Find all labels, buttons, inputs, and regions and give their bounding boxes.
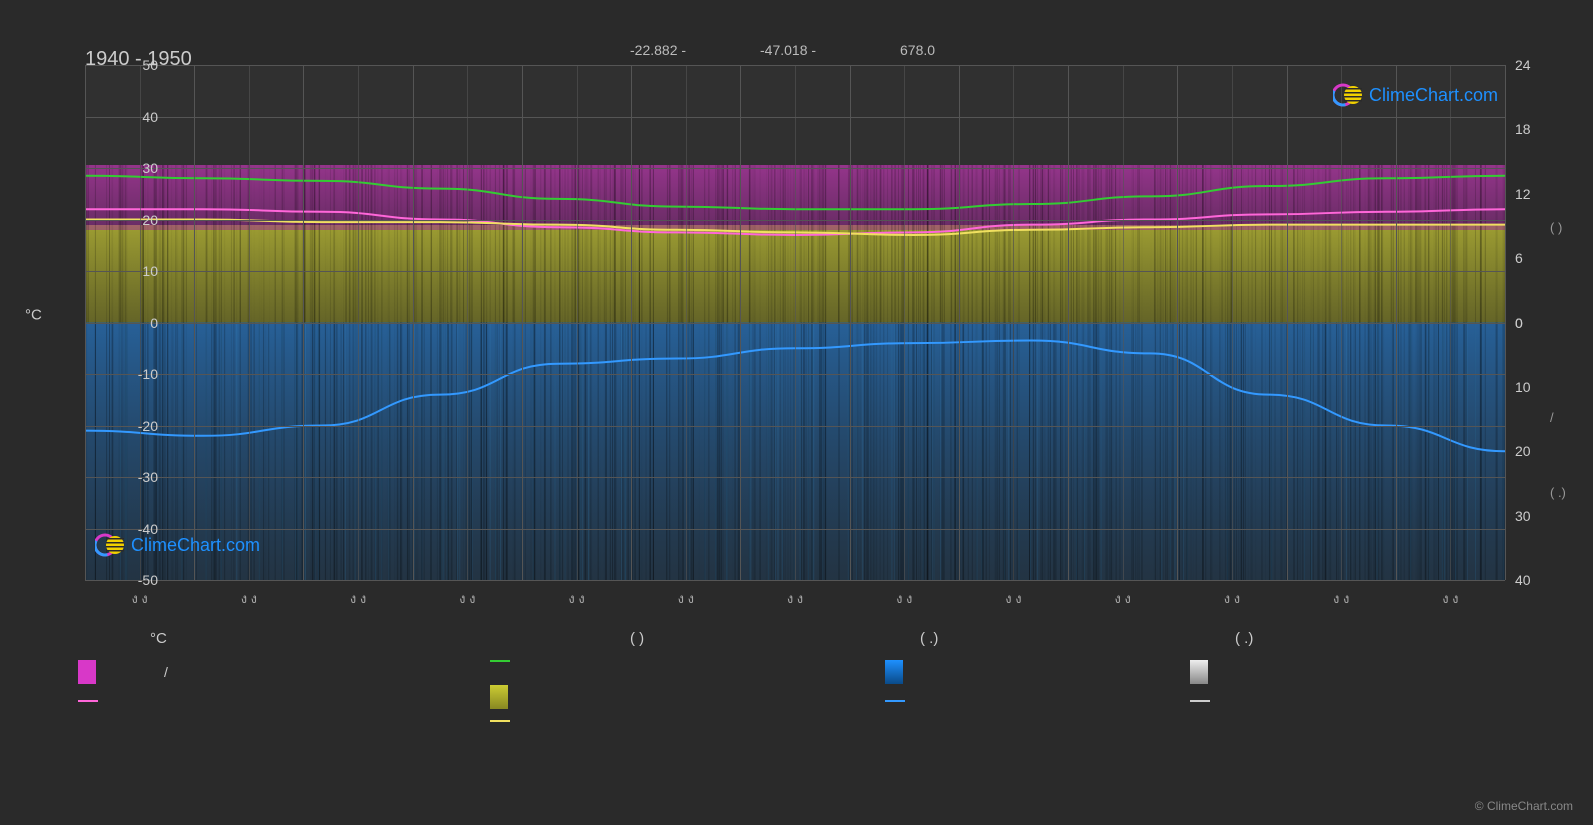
legend-header-1: °C xyxy=(150,630,167,647)
y-axis-left-title: °C xyxy=(25,307,42,324)
legend-header-4: ( .) xyxy=(1235,630,1253,647)
right-unit-1: ( ) xyxy=(1550,220,1562,235)
right-unit-3: ( .) xyxy=(1550,485,1566,500)
coord-elev: 678.0 xyxy=(900,42,935,58)
legend-item-white-line xyxy=(1190,700,1210,702)
logo-text: ClimeChart.com xyxy=(131,535,260,556)
right-unit-2: / xyxy=(1550,410,1554,425)
legend-item-pink-swatch: / xyxy=(78,660,168,684)
coord-lat: -22.882 - xyxy=(630,42,686,58)
legend-item-blue-line xyxy=(885,700,905,702)
coord-lon: -47.018 - xyxy=(760,42,816,58)
logo-top-right: ClimeChart.com xyxy=(1333,80,1498,110)
legend-item-yellow-swatch xyxy=(490,685,508,709)
footer-copyright: © ClimeChart.com xyxy=(1475,799,1573,813)
legend-item-blue-swatch xyxy=(885,660,903,684)
logo-icon xyxy=(1333,80,1363,110)
legend-item-yellow-line xyxy=(490,720,510,722)
legend-header-3: ( .) xyxy=(920,630,938,647)
legend-item-white-swatch xyxy=(1190,660,1208,684)
logo-text: ClimeChart.com xyxy=(1369,85,1498,106)
chart-plot-area xyxy=(85,65,1505,580)
legend-header-2: ( ) xyxy=(630,630,644,647)
legend-item-pink-line xyxy=(78,700,98,702)
legend-item-green-line xyxy=(490,660,510,662)
